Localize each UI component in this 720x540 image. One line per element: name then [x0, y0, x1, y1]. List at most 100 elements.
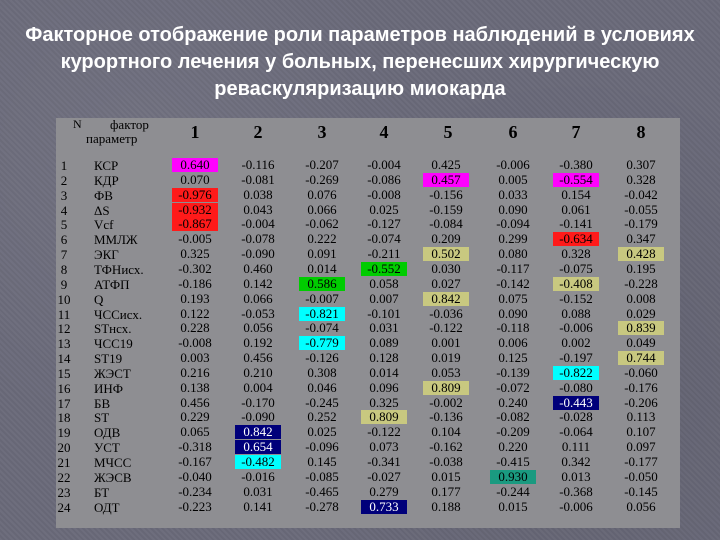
- factor-loading-cell: 0.193: [180, 290, 210, 306]
- factor-loading-cell: 0.025: [307, 424, 337, 440]
- parameter-name: ST19: [94, 351, 123, 367]
- parameter-name: Q: [94, 291, 104, 307]
- factor-loading-cell: 0.457: [423, 172, 469, 187]
- factor-loading-cell: -0.170: [241, 394, 275, 410]
- factor-loading-cell: 0.502: [423, 247, 469, 262]
- table-row: 2 КДР 0.070 -0.081 -0.269 -0.086 0.457 0.005 -0.…: [0, 171, 720, 188]
- table-row: 10 Q 0.193 0.066 -0.007 0.007 0.842 0.075 -0.152…: [0, 290, 720, 307]
- factor-loading-cell: -0.006: [559, 498, 593, 514]
- header-factor: фактор: [110, 117, 149, 132]
- factor-loading-cell: 0.049: [626, 335, 656, 351]
- factor-loading-cell: 0.141: [243, 498, 273, 514]
- factor-loading-cell: -0.016: [241, 468, 275, 484]
- factor-loading-cell: -0.341: [367, 454, 401, 469]
- factor-loading-cell: 0.111: [561, 439, 591, 455]
- factor-loading-cell: -0.090: [241, 409, 275, 425]
- factor-loading-cell: 0.744: [618, 351, 664, 366]
- factor-loading-cell: -0.118: [496, 320, 530, 336]
- factor-loading-cell: -0.145: [624, 483, 658, 499]
- table-row: 24 ОДТ -0.223 0.141 -0.278 0.733 0.188 0.015 -0.…: [0, 498, 720, 515]
- factor-loading-cell: -0.008: [178, 335, 212, 351]
- parameter-name: ЖЭСТ: [94, 365, 131, 381]
- factor-loading-cell: -0.080: [559, 379, 593, 395]
- row-number: 12: [57, 321, 71, 337]
- parameter-name: ST: [94, 410, 110, 426]
- row-number: 15: [57, 365, 71, 381]
- factor-loading-cell: -0.554: [553, 172, 599, 187]
- factor-loading-cell: 0.080: [498, 246, 528, 262]
- factor-loading-cell: 0.209: [431, 231, 461, 247]
- factor-loading-cell: -0.078: [241, 231, 275, 247]
- factor-loading-cell: -0.209: [496, 424, 530, 440]
- factor-loading-cell: 0.090: [498, 201, 528, 217]
- factor-loading-cell: 0.004: [243, 379, 273, 395]
- header-parameter: параметр: [86, 131, 138, 146]
- table-row: 4 ΔS -0.932 0.043 0.066 0.025 -0.159 0.090 0.061…: [0, 201, 720, 218]
- factor-loading-cell: 0.091: [307, 246, 337, 262]
- factor-loading-cell: 0.325: [180, 246, 210, 262]
- factor-loading-cell: 0.733: [361, 499, 407, 514]
- factor-loading-cell: 0.073: [369, 439, 399, 455]
- row-number: 21: [57, 455, 71, 470]
- factor-loading-cell: -0.228: [624, 275, 658, 291]
- factor-loading-cell: 0.104: [431, 424, 461, 440]
- row-number: 18: [57, 410, 71, 426]
- row-number: 2: [60, 172, 68, 188]
- factor-loading-cell: 0.640: [172, 158, 218, 172]
- factor-loading-cell: -0.053: [241, 305, 275, 321]
- factor-loading-cell: -0.004: [241, 216, 275, 232]
- factor-loading-cell: 0.842: [235, 425, 281, 440]
- factor-loading-cell: -0.081: [241, 171, 275, 187]
- factor-loading-cell: 0.839: [618, 321, 664, 336]
- factor-loading-cell: -0.064: [559, 424, 593, 440]
- column-header-2: 2: [253, 122, 263, 142]
- factor-loading-cell: -0.234: [178, 483, 212, 499]
- factor-loading-cell: -0.122: [367, 424, 401, 440]
- parameter-name: ЭКГ: [94, 247, 119, 263]
- factor-loading-cell: -0.634: [553, 232, 599, 247]
- row-number: 20: [57, 440, 71, 456]
- factor-loading-cell: -0.084: [429, 216, 463, 232]
- row-number: 7: [60, 247, 68, 263]
- factor-loading-cell: 0.008: [626, 290, 656, 306]
- column-header-8: 8: [636, 122, 646, 142]
- factor-loading-cell: 0.220: [498, 439, 528, 455]
- table-row: 15 ЖЭСТ 0.216 0.210 0.308 0.014 0.053 -0.139 -0.…: [0, 364, 720, 381]
- factor-loading-cell: 0.210: [243, 364, 273, 380]
- factor-loading-cell: 0.066: [243, 290, 273, 306]
- factor-loading-cell: 0.342: [561, 454, 591, 469]
- table-row: 9 АТФП -0.186 0.142 0.586 0.058 0.027 -0.142 -0.…: [0, 275, 720, 292]
- factor-loading-cell: 0.125: [498, 350, 528, 366]
- factor-loading-cell: 0.007: [369, 290, 399, 306]
- parameter-name: БТ: [94, 484, 110, 500]
- factor-loading-cell: 0.014: [369, 364, 399, 380]
- factor-loading-cell: 0.070: [180, 171, 210, 187]
- table-row: 8 ТФНисх. -0.302 0.460 0.014 -0.552 0.030 -0.11…: [0, 260, 720, 277]
- factor-loading-cell: -0.090: [241, 246, 275, 262]
- factor-loading-cell: -0.206: [624, 394, 658, 410]
- factor-loading-cell: 0.089: [369, 335, 399, 351]
- table-row: 12 STнсх. 0.228 0.056 -0.074 0.031 -0.122 -0.11…: [0, 321, 720, 336]
- factor-loading-cell: 0.006: [498, 335, 528, 351]
- factor-loading-cell: 0.460: [243, 260, 273, 276]
- factor-loading-cell: -0.162: [429, 439, 463, 455]
- factor-loading-cell: 0.307: [626, 157, 656, 172]
- factor-loading-cell: -0.007: [305, 290, 339, 306]
- factor-loading-cell: -0.062: [305, 216, 339, 232]
- factor-loading-cell: 0.299: [498, 231, 528, 247]
- row-number: 22: [57, 469, 71, 485]
- factor-loading-cell: -0.177: [624, 454, 658, 469]
- factor-loading-cell: 0.058: [369, 275, 399, 291]
- factor-loading-cell: 0.192: [243, 335, 273, 351]
- factor-loading-cell: 0.038: [243, 186, 273, 202]
- row-number: 24: [57, 499, 71, 515]
- parameter-name: ΔS: [94, 202, 110, 218]
- factor-loading-cell: -0.408: [553, 276, 599, 291]
- factor-loading-cell: -0.142: [496, 275, 530, 291]
- factor-loading-cell: 0.240: [498, 394, 528, 410]
- factor-loading-cell: 0.809: [361, 410, 407, 425]
- factor-loading-cell: -0.139: [496, 364, 530, 380]
- factor-loading-cell: -0.055: [624, 201, 658, 217]
- parameter-name: КСР: [94, 158, 119, 173]
- factor-loading-cell: 0.428: [618, 247, 664, 262]
